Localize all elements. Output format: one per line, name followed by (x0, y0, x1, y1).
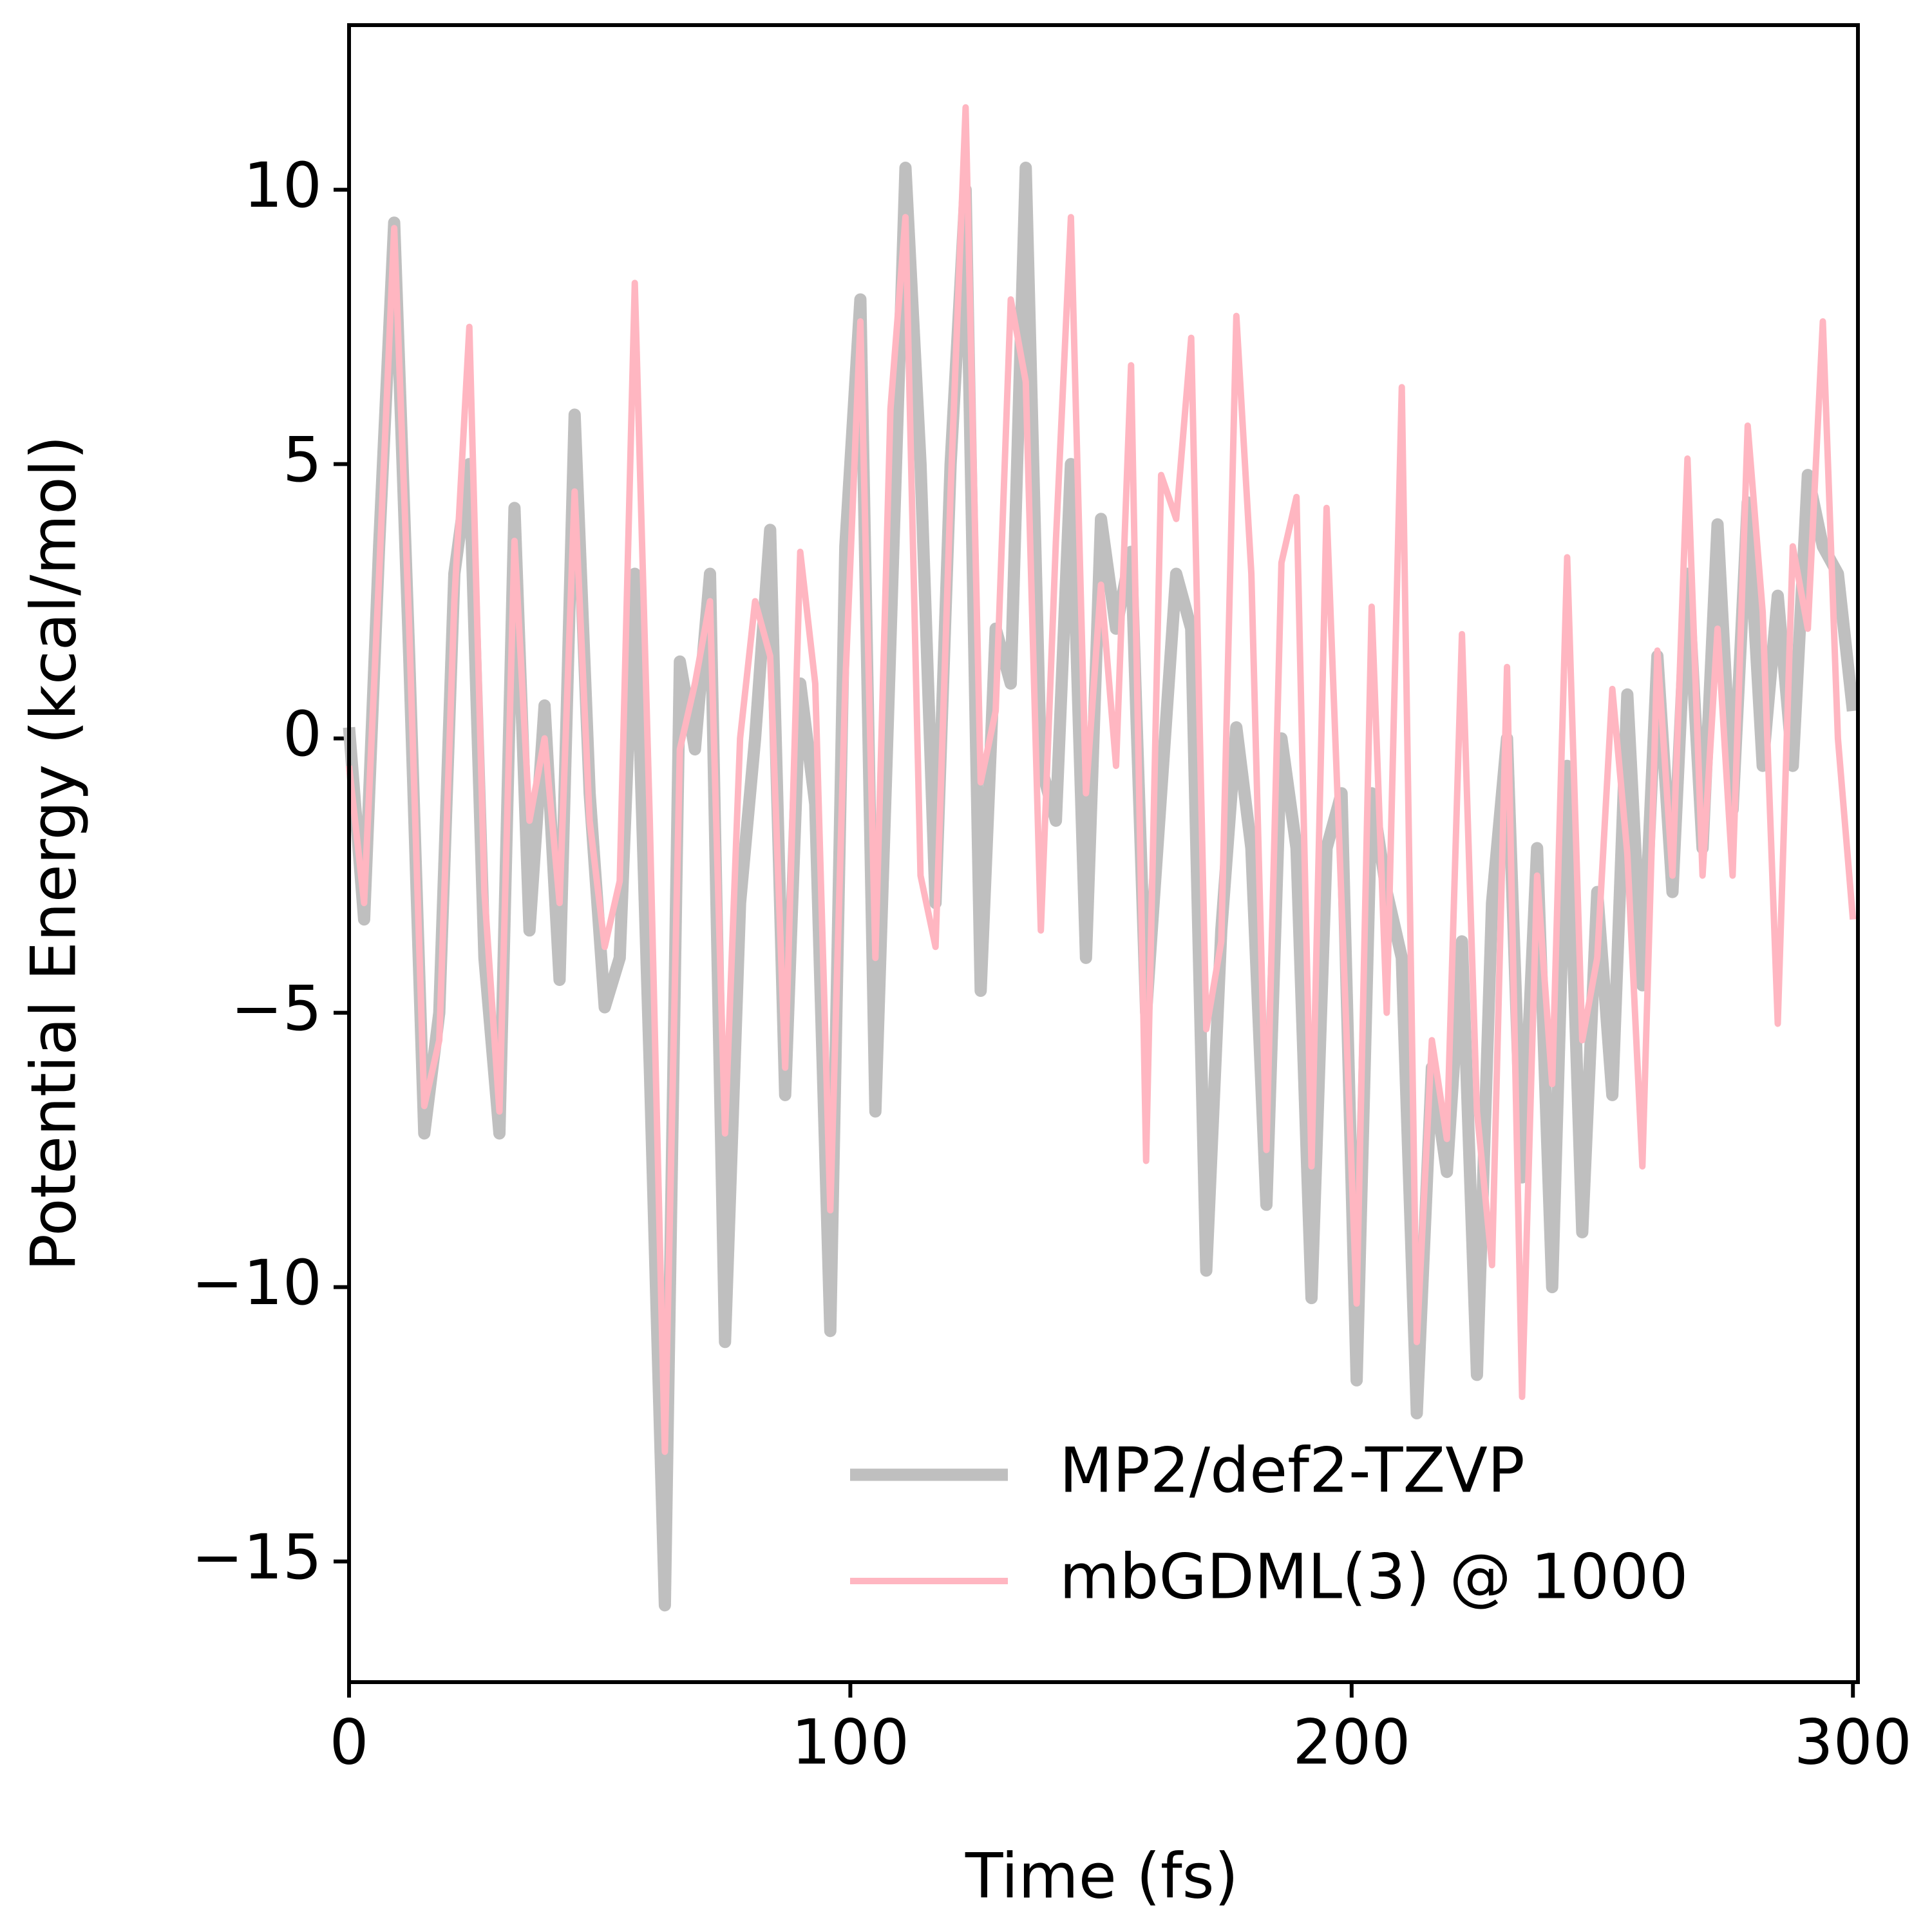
x-tick-label: 100 (791, 1706, 909, 1778)
y-tick-label: −15 (191, 1521, 322, 1593)
series-line (346, 104, 1857, 1455)
legend-label: mbGDML(3) @ 1000 (1059, 1540, 1688, 1613)
y-tick-label: 0 (283, 698, 322, 770)
plot-frame (347, 23, 1860, 1684)
y-axis-label: Potential Energy (kcal/mol) (17, 435, 90, 1271)
y-tick-label: −10 (191, 1247, 322, 1319)
x-axis-label: Time (fs) (965, 1840, 1238, 1912)
x-tick-label: 300 (1794, 1706, 1912, 1778)
y-tick-label: −5 (231, 972, 322, 1045)
series-line (343, 162, 1859, 1612)
x-tick-label: 200 (1293, 1706, 1410, 1778)
y-tick-label: 5 (283, 424, 322, 496)
legend-label: MP2/def2-TZVP (1059, 1434, 1525, 1506)
y-tick-label: 10 (243, 149, 322, 222)
x-tick-label: 0 (329, 1706, 368, 1778)
